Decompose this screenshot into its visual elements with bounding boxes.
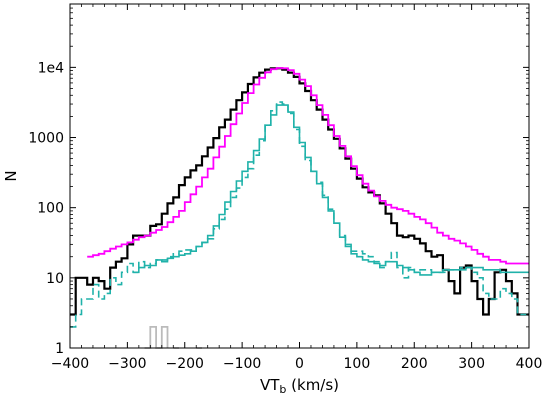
x-tick-label: −300 xyxy=(108,356,146,372)
series-layer xyxy=(70,67,529,349)
x-tick-label: −200 xyxy=(166,356,204,372)
series-3-steps xyxy=(133,104,529,276)
series-0-steps xyxy=(70,67,529,316)
series-1-steps xyxy=(87,67,529,265)
y-tick-label: 100 xyxy=(37,201,64,217)
y-tick-label: 1e4 xyxy=(38,60,65,76)
series-3-step-line xyxy=(133,104,529,276)
axes-frame xyxy=(69,3,530,349)
x-tick-label: −100 xyxy=(223,356,261,372)
y-tick-label: 10 xyxy=(46,271,64,287)
y-axis-label: N xyxy=(2,170,20,181)
series-1-step-line xyxy=(87,67,529,265)
x-axis-label-subscript: b xyxy=(279,383,286,396)
x-axis-label: VTb (km/s) xyxy=(260,376,339,396)
axes-box xyxy=(69,3,530,349)
x-tick-label: 200 xyxy=(401,356,428,372)
y-ticks: 1 10 100 1000 1e4 xyxy=(28,3,529,357)
y-tick-label: 1000 xyxy=(28,131,64,147)
x-tick-label: −400 xyxy=(51,356,89,372)
series-4-steps xyxy=(144,326,202,349)
series-0-step-line xyxy=(70,67,529,316)
x-tick-label: 0 xyxy=(295,356,304,372)
x-axis-label-main: VT xyxy=(260,376,280,394)
x-tick-label: 100 xyxy=(344,356,371,372)
x-tick-label: 300 xyxy=(458,356,485,372)
x-ticks: −400 −300 −200 −100 0 100 200 300 400 xyxy=(51,4,543,372)
x-axis-label-unit: (km/s) xyxy=(286,376,339,394)
x-tick-label: 400 xyxy=(516,356,543,372)
series-4-step-line xyxy=(144,326,169,349)
y-tick-label: 1 xyxy=(55,341,64,357)
